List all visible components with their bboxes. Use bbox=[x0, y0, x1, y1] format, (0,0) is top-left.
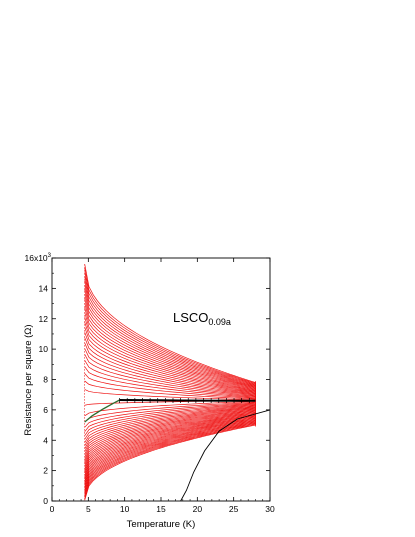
resistance-curve bbox=[84, 416, 256, 480]
resistance-curve bbox=[84, 402, 256, 428]
resistance-curve bbox=[84, 332, 256, 394]
x-tick-label: 10 bbox=[120, 504, 130, 514]
resistance-curve bbox=[84, 405, 256, 446]
resistance-curve bbox=[84, 317, 256, 392]
resistance-curve bbox=[84, 407, 256, 452]
low-temp-fit-curve bbox=[84, 399, 120, 423]
y-tick-label: 6 bbox=[43, 405, 48, 415]
resistance-curve bbox=[84, 307, 256, 391]
resistance-curve bbox=[84, 411, 256, 467]
resistance-curve bbox=[84, 421, 256, 493]
resistance-curve bbox=[84, 285, 256, 387]
special-curves-layer bbox=[84, 397, 271, 502]
resistance-curve bbox=[84, 411, 256, 465]
ticks-layer: 0 5 10 15 20 25 30 0 2 4 6 8 10 12 14 16x103 bbox=[24, 253, 275, 514]
resistance-curve bbox=[84, 303, 256, 390]
resistance-curve bbox=[84, 354, 256, 397]
x-axis-label: Temperature (K) bbox=[127, 519, 196, 530]
y-tick-label: 12 bbox=[39, 314, 49, 324]
resistance-curve bbox=[84, 416, 256, 482]
resistance-curve bbox=[84, 289, 256, 388]
resistance-curve bbox=[84, 348, 256, 396]
resistance-curve bbox=[84, 418, 256, 485]
resistance-curve bbox=[84, 415, 256, 478]
x-tick-label: 20 bbox=[193, 504, 203, 514]
resistance-curve bbox=[84, 412, 256, 469]
resistance-curve bbox=[84, 312, 256, 391]
resistance-curve bbox=[84, 366, 256, 399]
resistance-curve bbox=[84, 424, 256, 501]
y-tick-label: 2 bbox=[43, 466, 48, 476]
separatrix-curve bbox=[119, 399, 256, 402]
resistance-curve bbox=[84, 276, 256, 386]
resistance-curve bbox=[84, 400, 256, 417]
resistance-curve bbox=[84, 410, 256, 463]
resistance-curve bbox=[84, 380, 256, 400]
resistance-curve bbox=[84, 298, 256, 389]
resistance-curve bbox=[84, 401, 256, 423]
resistance-curve bbox=[84, 408, 256, 455]
resistance-curve bbox=[84, 408, 256, 458]
resistance-curve bbox=[84, 417, 256, 484]
sample-annotation: LSCO0.09a bbox=[173, 310, 231, 327]
resistance-curve bbox=[84, 409, 256, 460]
resistance-curve bbox=[84, 418, 256, 487]
x-tick-label: 5 bbox=[86, 504, 91, 514]
superconducting-curve bbox=[180, 409, 271, 502]
x-tick-label: 25 bbox=[229, 504, 239, 514]
resistance-curve bbox=[84, 337, 256, 395]
resistance-curve bbox=[84, 322, 256, 393]
resistance-curve bbox=[84, 405, 256, 443]
resistance-curve bbox=[84, 413, 256, 472]
y-tick-label: 14 bbox=[39, 283, 49, 293]
resistance-curve bbox=[84, 414, 256, 476]
curves-layer bbox=[84, 264, 256, 501]
resistance-curve bbox=[84, 327, 256, 393]
resistance-curve bbox=[84, 404, 256, 440]
resistance-curve bbox=[84, 406, 256, 449]
resistance-curve bbox=[84, 413, 256, 474]
y-tick-label: 16x103 bbox=[24, 253, 51, 263]
resistance-curve bbox=[84, 272, 256, 385]
resistance-curve bbox=[84, 280, 256, 386]
x-tick-label: 0 bbox=[50, 504, 55, 514]
resistance-curve bbox=[84, 421, 256, 494]
resistance-curve bbox=[84, 264, 256, 383]
y-tick-label: 4 bbox=[43, 435, 48, 445]
resistance-curve bbox=[84, 403, 256, 432]
resistance-curve bbox=[84, 403, 256, 436]
resistance-curve bbox=[84, 422, 256, 496]
resistance-curve bbox=[84, 423, 256, 499]
resistance-curve bbox=[84, 342, 256, 396]
resistance-curve bbox=[84, 268, 256, 384]
resistance-curve bbox=[84, 389, 256, 401]
resistance-curve bbox=[84, 360, 256, 398]
y-tick-label: 0 bbox=[43, 496, 48, 506]
resistance-curve bbox=[84, 423, 256, 498]
x-tick-label: 15 bbox=[156, 504, 166, 514]
y-axis-label: Resistance per square (Ω) bbox=[23, 324, 34, 435]
x-tick-label: 30 bbox=[265, 504, 275, 514]
y-tick-label: 8 bbox=[43, 375, 48, 385]
resistance-curve bbox=[84, 373, 256, 399]
resistance-curve bbox=[84, 293, 256, 388]
y-tick-label: 10 bbox=[39, 344, 49, 354]
